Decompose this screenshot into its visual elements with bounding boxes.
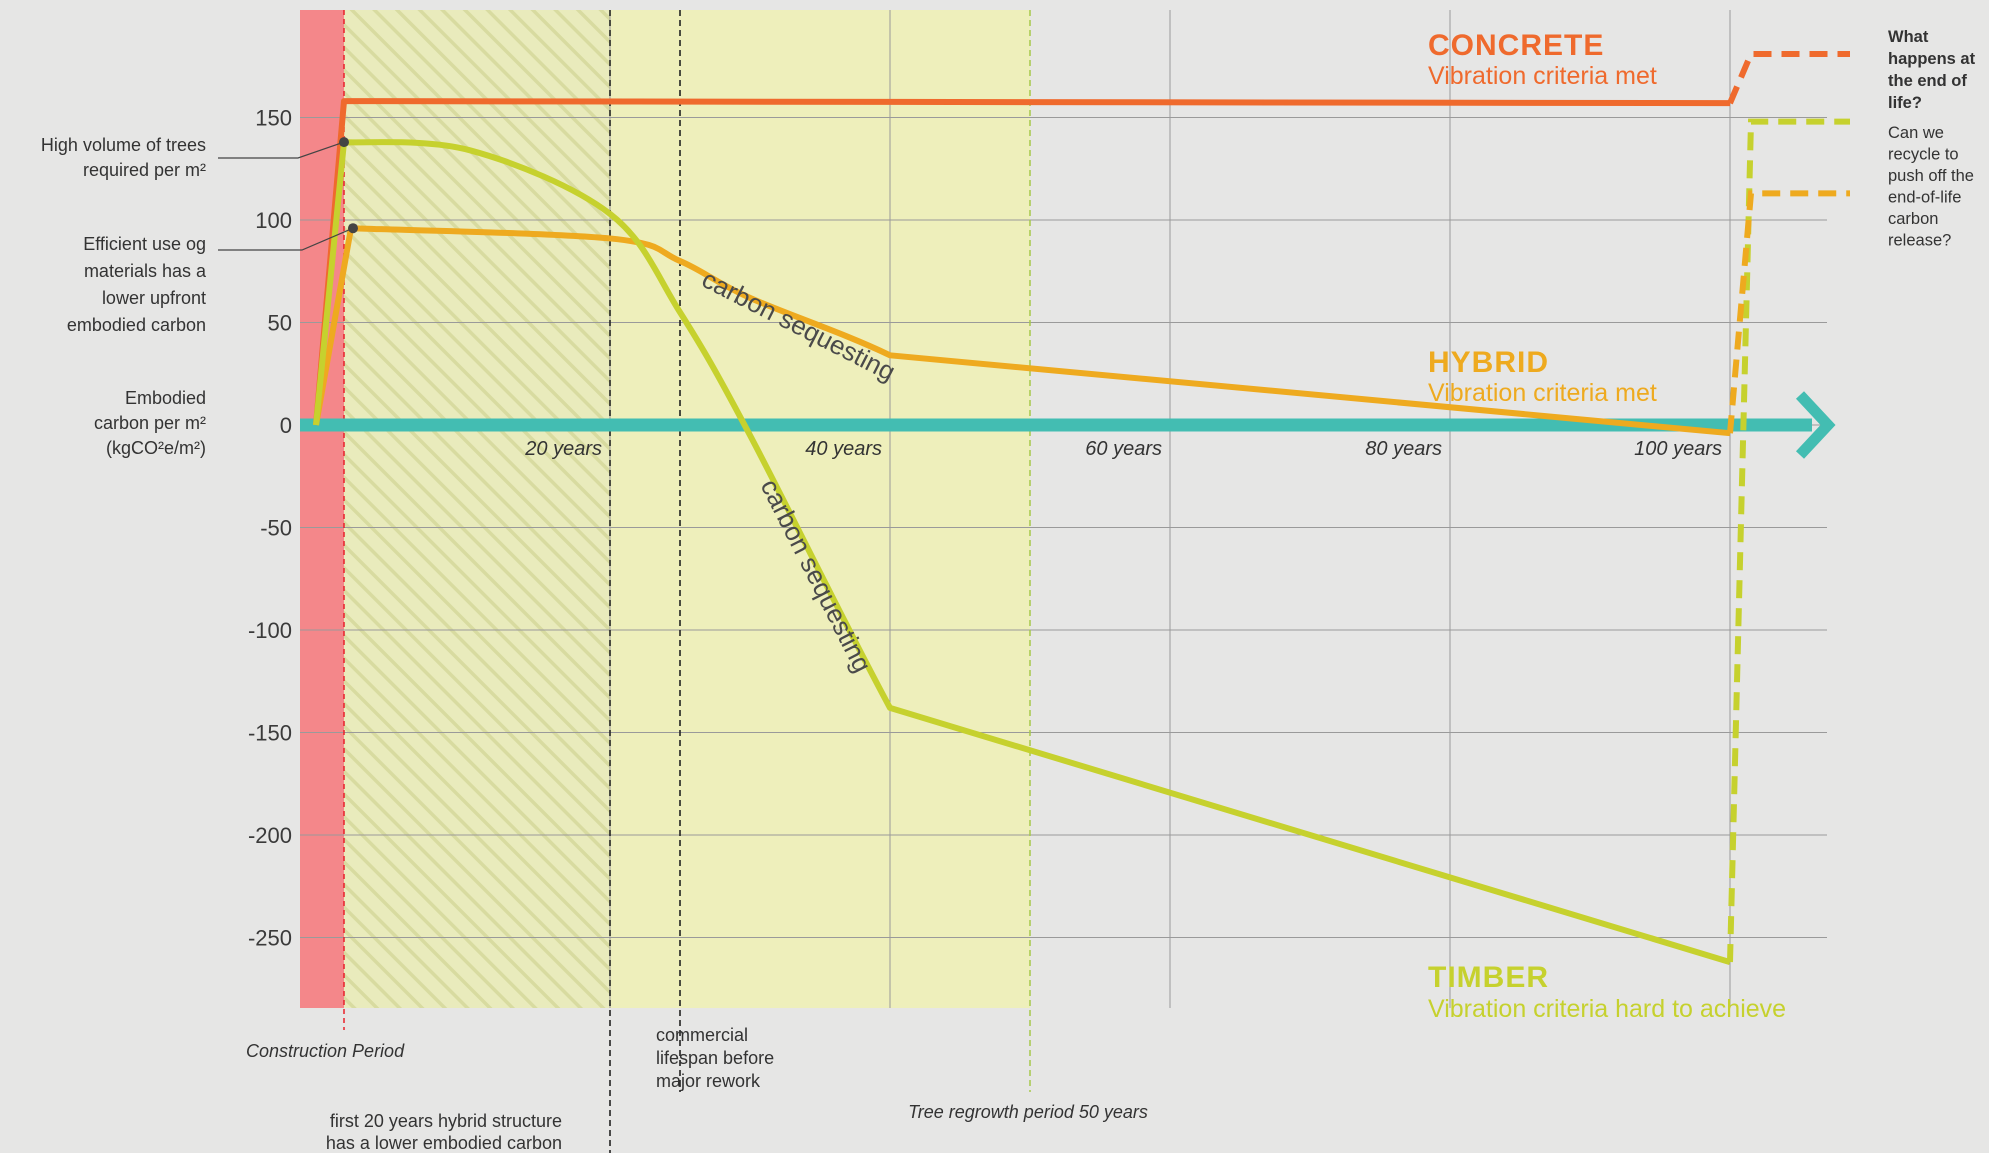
x-tick-label: 40 years: [805, 438, 882, 460]
construction-period-label: Construction Period: [246, 1041, 405, 1061]
end-of-life-note: Can we: [1888, 124, 1944, 142]
timber-eol-dashed: [1727, 118, 1850, 963]
end-of-life-note: end-of-life: [1888, 189, 1961, 207]
concrete-title: CONCRETE: [1428, 29, 1604, 62]
efficient-annotation: embodied carbon: [67, 315, 206, 335]
commercial-lifespan-label: commercial: [656, 1025, 748, 1045]
end-of-life-question: What: [1888, 28, 1929, 46]
x-tick-label: 100 years: [1634, 438, 1722, 460]
y-tick-label: 100: [255, 208, 292, 233]
regrowth-period-label: Tree regrowth period 50 years: [908, 1102, 1148, 1122]
concrete-eol-dashed: [1727, 50, 1850, 105]
hybrid-line: [313, 225, 1731, 437]
efficient-annotation: lower upfront: [102, 288, 206, 308]
y-tick-label: -100: [248, 618, 292, 643]
timber-line: [313, 139, 1731, 965]
hybrid-subtitle: Vibration criteria met: [1428, 379, 1657, 407]
y-axis-label: carbon per m²: [94, 413, 206, 433]
x-tick-label: 60 years: [1085, 438, 1162, 460]
x-tick-label: 80 years: [1365, 438, 1442, 460]
y-tick-label: -250: [248, 926, 292, 951]
commercial-lifespan-label: major rework: [656, 1071, 761, 1091]
y-tick-label: -50: [260, 516, 292, 541]
y-tick-label: -150: [248, 721, 292, 746]
hatched-region: [344, 10, 610, 1008]
concrete-subtitle: Vibration criteria met: [1428, 62, 1657, 90]
timber-subtitle: Vibration criteria hard to achieve: [1428, 995, 1786, 1023]
y-tick-label: -200: [248, 823, 292, 848]
y-tick-label: 50: [268, 311, 292, 336]
axis-arrow-icon: [1795, 391, 1836, 459]
timber-title: TIMBER: [1428, 961, 1549, 994]
y-axis-label: (kgCO²e/m²): [106, 438, 206, 458]
hybrid-eol-dashed: [1727, 190, 1850, 434]
trees-annotation: High volume of trees: [41, 135, 206, 155]
end-of-life-note: recycle to: [1888, 146, 1959, 164]
trees-leader: [218, 141, 345, 159]
end-of-life-note: release?: [1888, 232, 1951, 250]
y-tick-label: 0: [280, 413, 292, 438]
efficient-leader: [218, 227, 354, 251]
end-of-life-note: carbon: [1888, 210, 1938, 228]
trees-annotation: required per m²: [83, 160, 206, 180]
x-tick-label: 20 years: [524, 438, 602, 460]
end-of-life-note: push off the: [1888, 167, 1974, 185]
y-tick-label: 150: [255, 106, 292, 131]
efficient-annotation: Efficient use og: [83, 234, 206, 254]
efficient-annotation: materials has a: [84, 261, 207, 281]
y-axis-label: Embodied: [125, 388, 206, 408]
end-of-life-question: the end of: [1888, 72, 1967, 90]
end-of-life-question: happens at: [1888, 50, 1976, 68]
end-of-life-question: life?: [1888, 94, 1922, 112]
hybrid-title: HYBRID: [1428, 346, 1549, 379]
first-20-years-label: first 20 years hybrid structure: [330, 1111, 562, 1131]
commercial-lifespan-label: lifespan before: [656, 1048, 774, 1068]
first-20-years-label: has a lower embodied carbon: [326, 1133, 562, 1153]
